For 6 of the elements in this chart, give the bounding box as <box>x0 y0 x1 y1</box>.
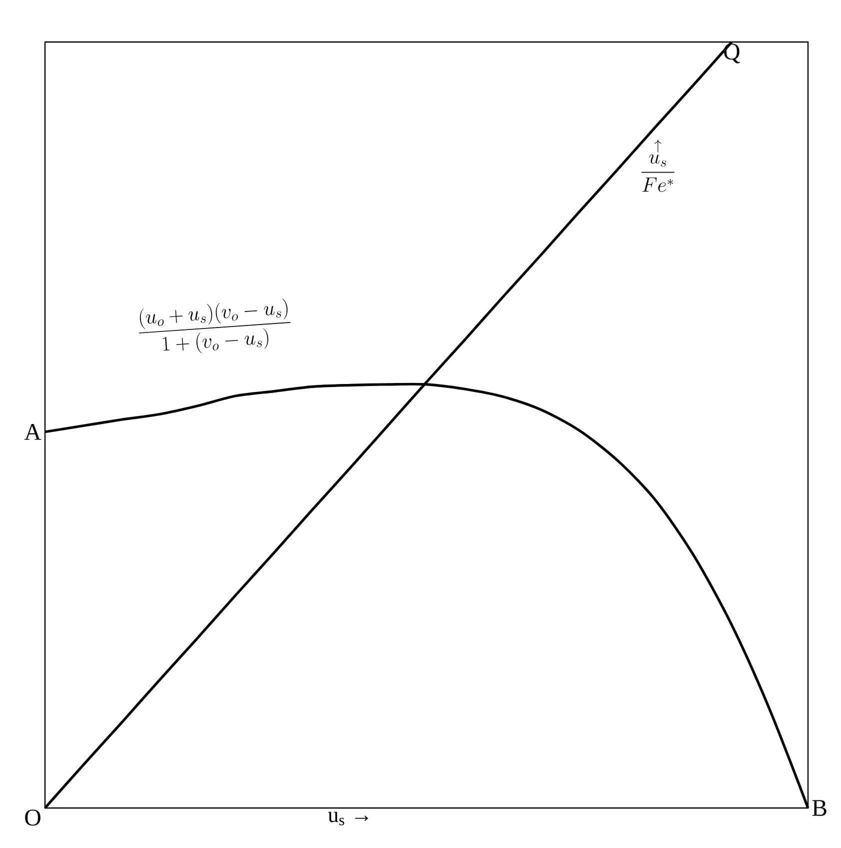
text: B <box>812 800 826 816</box>
annotation: $\dfrac{(u_o+u_s)(v_o-u_s)}{1+(v_o-u_s)}$ <box>139 298 290 354</box>
x-axis-title: u$_{s}$ → <box>328 812 368 826</box>
text: A <box>24 424 42 440</box>
annotation: $\stackrel{\uparrow}{\dfrac{u_s}{Fe^{*}}}$ <box>641 140 674 192</box>
text: O <box>25 810 40 826</box>
